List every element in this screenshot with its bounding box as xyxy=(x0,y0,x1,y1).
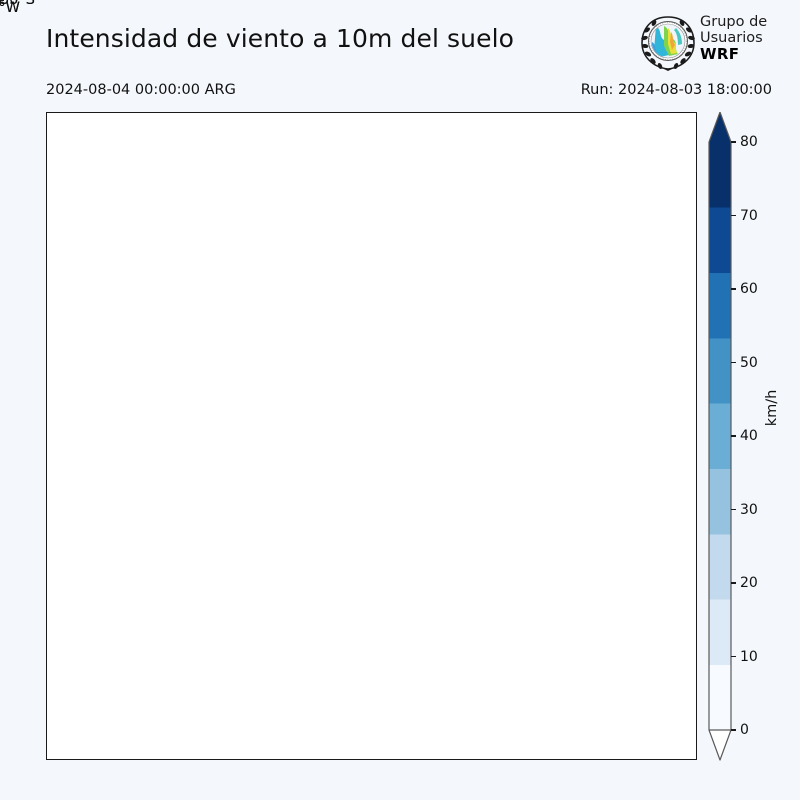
logo-text: Grupo de Usuarios WRF xyxy=(700,14,768,64)
colorbar-tick-label: 0 xyxy=(740,722,749,738)
colorbar-tick-label: 20 xyxy=(740,575,758,591)
page-title: Intensidad de viento a 10m del suelo xyxy=(46,24,515,53)
logo-line-2: Usuarios xyxy=(700,29,763,46)
colorbar-tick-label: 10 xyxy=(740,648,758,665)
colorbar-tick-mark xyxy=(731,582,736,584)
run-time-label: Run: 2024-08-03 18:00:00 xyxy=(580,82,772,98)
colorbar-tick-mark xyxy=(731,214,736,217)
xtick-mark xyxy=(0,0,2,4)
colorbar-tick-mark xyxy=(731,361,736,364)
ytick-mark xyxy=(0,0,4,2)
colorbar-tick-label: 80 xyxy=(740,134,758,150)
colorbar-tick-mark xyxy=(731,141,736,143)
colorbar-axis-label: km/h xyxy=(764,389,780,427)
colorbar-tick-label: 50 xyxy=(740,354,758,371)
colorbar-tick-label: 60 xyxy=(740,281,758,297)
logo-line-3: WRF xyxy=(700,45,740,64)
colorbar-tick-label: 30 xyxy=(740,501,758,518)
colorbar-tick-mark xyxy=(731,655,736,658)
logo-line-1: Grupo de xyxy=(700,14,768,30)
ytick-label: 30°S xyxy=(0,0,35,8)
map-canvas xyxy=(47,113,696,759)
colorbar-tick-mark xyxy=(731,508,736,511)
grupo-usuarios-wrf-seal-icon xyxy=(641,16,695,71)
xtick-label: 60°W xyxy=(0,0,21,16)
logo: Grupo de Usuarios WRF xyxy=(638,12,790,74)
colorbar-tick-mark xyxy=(731,435,736,437)
valid-time-label: 2024-08-04 00:00:00 ARG xyxy=(46,82,236,98)
colorbar[interactable] xyxy=(707,111,747,792)
colorbar-tick-mark xyxy=(731,288,736,290)
colorbar-tick-label: 70 xyxy=(740,207,758,224)
colorbar-tick-label: 40 xyxy=(740,428,758,444)
colorbar-canvas xyxy=(708,111,732,761)
colorbar-tick-mark xyxy=(731,729,736,731)
wind-intensity-map[interactable] xyxy=(46,112,697,760)
ytick-label: 35°S xyxy=(0,0,35,8)
xtick-label: 65°W xyxy=(0,0,21,16)
